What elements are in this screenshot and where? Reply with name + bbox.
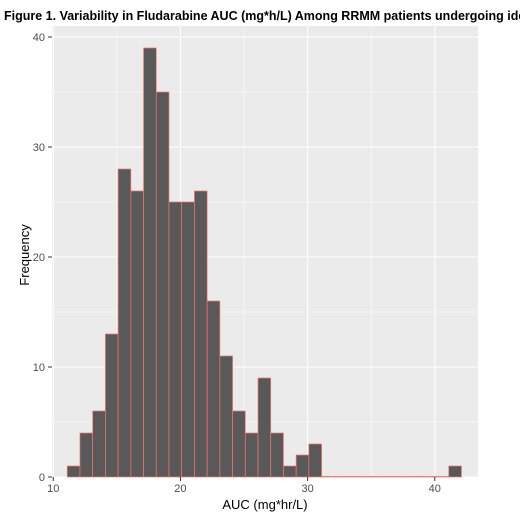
histogram-bars: [66, 47, 462, 478]
axis-ticks: [48, 36, 436, 481]
histogram-bar: [155, 91, 170, 478]
histogram-bar: [270, 432, 284, 478]
histogram-bar: [79, 432, 94, 478]
histogram-bar: [219, 355, 233, 478]
histogram-bar: [283, 465, 297, 478]
histogram-bar: [346, 476, 361, 478]
histogram-bar: [257, 377, 272, 478]
histogram-bar: [384, 476, 399, 478]
histogram-bar: [448, 465, 462, 478]
y-tick-label: 20: [33, 252, 45, 264]
histogram-bar: [295, 454, 310, 478]
histogram-bar: [359, 476, 373, 478]
histogram-bar: [143, 47, 157, 478]
histogram-bar: [194, 190, 208, 478]
x-tick-label: 30: [301, 483, 313, 495]
x-tick-label: 10: [47, 483, 59, 495]
histogram-bar: [333, 476, 348, 478]
histogram-bar: [435, 476, 450, 478]
y-tick-label: 10: [33, 362, 45, 374]
histogram-bar: [206, 300, 221, 478]
y-tick-label: 30: [33, 142, 45, 154]
x-axis-label: AUC (mg*hr/L): [222, 497, 307, 512]
histogram-bar: [181, 201, 195, 478]
histogram-bar: [244, 432, 259, 478]
histogram-bar: [397, 476, 411, 478]
histogram-bar: [130, 190, 144, 478]
histogram-bar: [66, 465, 81, 478]
histogram-bar: [308, 443, 322, 478]
grid-major-lines: [52, 26, 478, 478]
histogram-bar: [232, 410, 246, 478]
histogram-bar: [105, 333, 119, 478]
histogram-bar: [321, 476, 335, 478]
histogram-bar: [410, 476, 424, 478]
histogram-bar: [117, 168, 132, 478]
chart-title: Figure 1. Variability in Fludarabine AUC…: [4, 9, 520, 23]
histogram-bar: [92, 410, 106, 478]
histogram-bar: [168, 201, 183, 478]
x-tick-label: 20: [174, 483, 186, 495]
y-tick-label: 0: [39, 472, 45, 484]
y-axis-label: Frequency: [17, 224, 32, 286]
histogram-bar: [372, 476, 386, 478]
y-tick-label: 40: [33, 32, 45, 44]
x-tick-label: 40: [429, 483, 441, 495]
histogram-bar: [422, 476, 437, 478]
